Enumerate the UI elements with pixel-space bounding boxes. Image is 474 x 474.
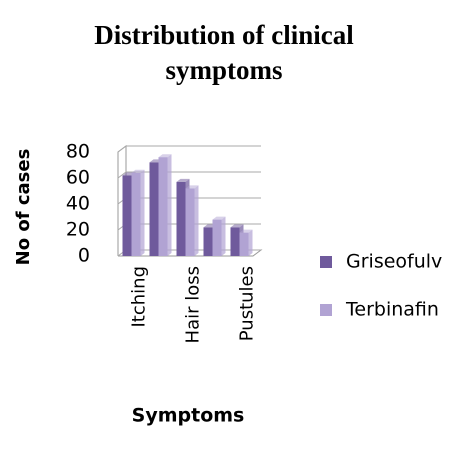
bar: [212, 219, 222, 256]
bar: [230, 227, 240, 256]
bar-top: [131, 169, 145, 173]
bar-top: [239, 229, 253, 233]
legend-label: Griseofulv: [346, 251, 442, 273]
legend-label: Terbinafin: [345, 299, 439, 321]
chart-title: Distribution of clinical: [94, 20, 354, 50]
bar-side: [248, 229, 253, 256]
legend-swatch: [320, 304, 332, 316]
y-tick-label: 20: [66, 219, 90, 241]
legend-swatch: [320, 256, 332, 268]
x-tick-label: Itching: [129, 266, 150, 328]
y-tick-label: 0: [78, 245, 90, 267]
bar-side: [140, 169, 145, 256]
bar: [131, 172, 141, 256]
y-axis-label: No of cases: [13, 149, 34, 266]
bar: [203, 227, 213, 256]
bar-side: [221, 216, 226, 256]
bar-top: [212, 216, 226, 220]
bar-top: [158, 154, 172, 158]
y-tick-label: 60: [66, 167, 90, 189]
bar-side: [167, 154, 172, 256]
y-tick-label: 80: [66, 141, 90, 163]
bar-side: [194, 185, 199, 256]
x-axis-label: Symptoms: [132, 405, 245, 427]
bar: [158, 157, 168, 256]
grid-line: [117, 171, 261, 179]
bar: [185, 188, 195, 256]
grid-line: [117, 145, 261, 153]
bar: [122, 175, 132, 256]
x-tick-label: Hair loss: [183, 266, 204, 343]
x-tick-label: Pustules: [237, 266, 258, 341]
bar-top: [230, 224, 244, 228]
bar-top: [185, 185, 199, 189]
bar: [176, 181, 186, 256]
bar-top: [176, 178, 190, 182]
bar: [149, 162, 159, 256]
bar: [239, 232, 249, 256]
y-tick-label: 40: [66, 193, 90, 215]
chart-title: symptoms: [165, 55, 282, 85]
